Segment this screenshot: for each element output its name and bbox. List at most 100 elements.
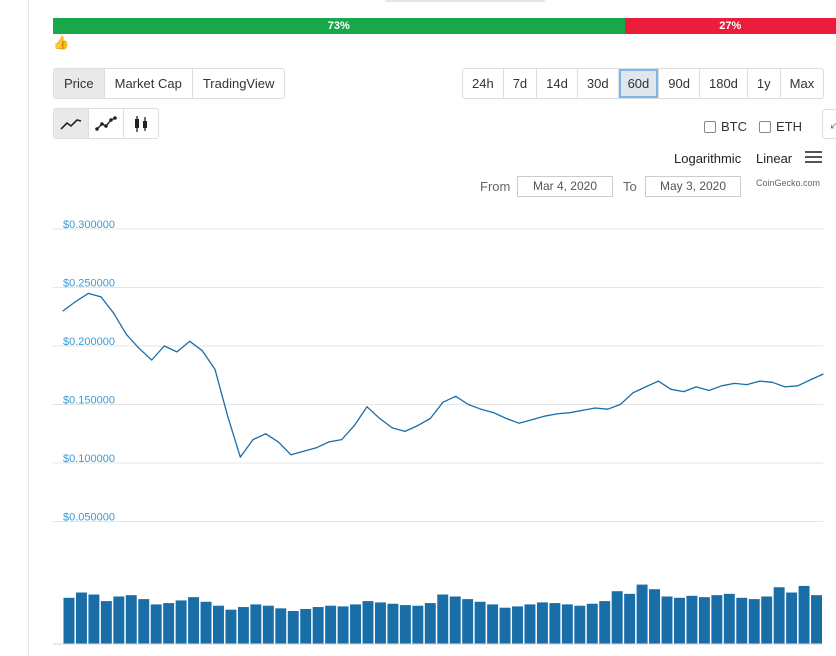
- price-point: [201, 350, 203, 352]
- from-date-input[interactable]: Mar 4, 2020: [517, 176, 613, 197]
- volume-bar: [387, 603, 399, 644]
- volume-bar: [786, 592, 798, 644]
- price-point: [417, 424, 419, 427]
- price-point: [607, 408, 609, 410]
- volume-bar: [200, 601, 212, 644]
- sentiment-up-segment: 73%: [53, 18, 625, 34]
- volume-bar: [698, 597, 710, 644]
- range-7d[interactable]: 7d: [504, 69, 538, 98]
- volume-bar: [150, 604, 162, 644]
- volume-bar: [75, 592, 87, 644]
- price-point: [556, 413, 558, 415]
- price-series-line: [62, 292, 824, 458]
- line-chart-icon[interactable]: [54, 109, 89, 138]
- price-point: [62, 310, 64, 312]
- price-point: [733, 382, 735, 385]
- compare-eth-label: ETH: [776, 119, 802, 134]
- volume-bar: [536, 602, 548, 644]
- chart-type-selector: [53, 108, 159, 139]
- price-point: [353, 424, 355, 427]
- range-24h[interactable]: 24h: [463, 69, 504, 98]
- range-max[interactable]: Max: [789, 76, 815, 91]
- expand-icon[interactable]: ⤢: [822, 109, 836, 139]
- price-point: [759, 380, 761, 382]
- volume-bar: [711, 595, 723, 644]
- price-point: [379, 417, 381, 420]
- thumbs-up-icon[interactable]: 👍: [53, 35, 70, 50]
- volume-bar: [350, 604, 362, 644]
- price-point: [189, 340, 191, 342]
- tab-market-cap[interactable]: Market Cap: [105, 69, 193, 98]
- volume-bar: [399, 605, 411, 644]
- chart-menu-icon[interactable]: [805, 151, 822, 166]
- volume-bar: [287, 611, 299, 644]
- volume-bar: [63, 597, 75, 644]
- volume-bar: [512, 606, 523, 644]
- volume-bar: [574, 605, 586, 644]
- price-point: [341, 439, 343, 441]
- price-point: [442, 401, 444, 403]
- compare-btc-label: BTC: [721, 119, 747, 134]
- volume-bar: [300, 609, 312, 644]
- btc-checkbox-box[interactable]: [704, 120, 716, 133]
- price-point: [277, 441, 279, 443]
- price-point: [227, 415, 229, 417]
- scale-linear[interactable]: Linear: [756, 151, 793, 166]
- scatter-line-icon[interactable]: [89, 109, 124, 138]
- range-60d[interactable]: 60d: [618, 69, 660, 98]
- price-point: [328, 441, 330, 443]
- price-point: [429, 417, 431, 420]
- volume-bar: [337, 606, 349, 644]
- y-tick-label: $0.050000: [63, 512, 115, 524]
- compare-eth-checkbox[interactable]: ETH: [759, 119, 802, 134]
- price-point: [683, 391, 685, 393]
- volume-bar: [761, 596, 773, 644]
- eth-checkbox-box[interactable]: [759, 120, 771, 133]
- volume-bar: [424, 603, 436, 644]
- range-1y[interactable]: 1y: [748, 69, 781, 98]
- price-point: [594, 407, 596, 409]
- volume-bar: [686, 595, 698, 644]
- price-point: [138, 347, 140, 349]
- volume-bar: [237, 607, 249, 644]
- price-point: [518, 422, 520, 424]
- tab-price[interactable]: Price: [54, 69, 105, 98]
- price-point: [366, 406, 368, 408]
- price-point: [531, 419, 533, 421]
- price-point: [315, 447, 317, 449]
- price-point: [151, 359, 153, 361]
- volume-bar: [100, 601, 112, 644]
- price-point: [784, 386, 786, 388]
- price-point: [543, 415, 545, 417]
- price-point: [163, 345, 165, 347]
- volume-bar: [624, 593, 636, 644]
- candlestick-icon[interactable]: [124, 109, 158, 138]
- top-divider: [385, 0, 545, 2]
- y-tick-label: $0.250000: [63, 278, 115, 290]
- volume-bar: [636, 584, 648, 644]
- price-point: [404, 430, 406, 433]
- volume-bar: [661, 596, 673, 644]
- range-30d[interactable]: 30d: [578, 69, 619, 98]
- price-point: [721, 385, 723, 387]
- volume-bar: [374, 602, 386, 644]
- price-point: [569, 412, 571, 414]
- compare-btc-checkbox[interactable]: BTC: [704, 119, 747, 134]
- volume-bar: [561, 604, 573, 644]
- to-date-input[interactable]: May 3, 2020: [645, 176, 741, 197]
- sentiment-down-label: 27%: [719, 20, 742, 32]
- price-point: [176, 351, 178, 353]
- scale-logarithmic[interactable]: Logarithmic: [674, 151, 742, 166]
- price-point: [708, 389, 710, 392]
- range-14d[interactable]: 14d: [537, 69, 578, 98]
- range-90d[interactable]: 90d: [659, 69, 700, 98]
- volume-bar: [437, 594, 449, 644]
- price-point: [303, 450, 305, 452]
- price-point: [100, 296, 102, 298]
- tab-tradingview[interactable]: TradingView: [202, 76, 275, 91]
- range-180d[interactable]: 180d: [700, 69, 748, 98]
- price-point: [581, 409, 583, 411]
- price-point: [239, 456, 241, 458]
- volume-bar: [262, 605, 274, 644]
- volume-bar: [362, 601, 374, 644]
